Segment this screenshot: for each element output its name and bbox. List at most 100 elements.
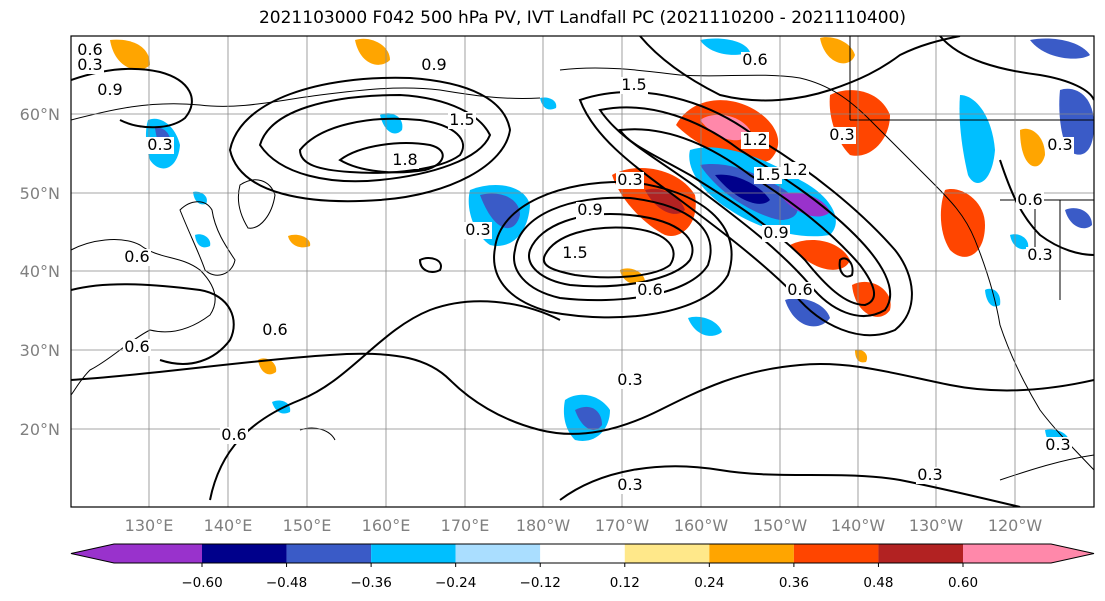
contour-label: 0.6 xyxy=(261,320,289,339)
positive-anomaly-patch xyxy=(288,234,311,248)
svg-text:0.3: 0.3 xyxy=(617,475,642,494)
colorbar-segment xyxy=(540,544,625,563)
positive-anomaly-patch xyxy=(258,358,277,375)
colorbar-segment xyxy=(114,544,202,563)
colorbar-segment xyxy=(793,544,879,563)
longitude-labels: 130°E 140°E 150°E 160°E 170°E 180°W 170°W 160°W… xyxy=(125,516,1043,535)
contour-label: 0.3 xyxy=(1044,435,1072,454)
colorbar-extend-high xyxy=(1051,544,1094,563)
contour-label: 1.5 xyxy=(561,243,589,262)
svg-text:1.5: 1.5 xyxy=(562,243,587,262)
svg-text:1.5: 1.5 xyxy=(449,110,474,129)
colorbar-tick-label: 0.48 xyxy=(863,575,893,591)
longitude-tick-label: 120°W xyxy=(988,516,1043,535)
longitude-tick-label: 150°E xyxy=(283,516,332,535)
svg-text:0.3: 0.3 xyxy=(465,220,490,239)
contour-label: 0.9 xyxy=(420,55,448,74)
longitude-tick-label: 170°W xyxy=(595,516,650,535)
positive-anomaly-patch xyxy=(1020,128,1045,167)
negative-anomaly-patch xyxy=(1065,208,1092,229)
positive-anomaly-patch xyxy=(790,240,850,270)
negative-anomaly-patch xyxy=(780,192,830,217)
svg-text:1.2: 1.2 xyxy=(782,160,807,179)
contour-label: 0.9 xyxy=(762,223,790,242)
negative-anomaly-patch xyxy=(959,95,995,183)
contour-label: 0.3 xyxy=(828,125,856,144)
svg-text:0.3: 0.3 xyxy=(1045,435,1070,454)
longitude-tick-label: 170°E xyxy=(441,516,490,535)
contour-label: 1.2 xyxy=(741,130,769,149)
contour-label: 0.6 xyxy=(1016,190,1044,209)
svg-text:0.9: 0.9 xyxy=(421,55,446,74)
colorbar-segment xyxy=(878,544,963,563)
svg-text:1.5: 1.5 xyxy=(755,165,780,184)
svg-text:0.9: 0.9 xyxy=(97,80,122,99)
negative-anomaly-patch xyxy=(1030,38,1090,59)
pv-contours xyxy=(71,36,1094,507)
latitude-tick-label: 60°N xyxy=(20,105,60,124)
colorbar-outline xyxy=(70,543,1095,564)
contour-label: 1.5 xyxy=(448,110,476,129)
contour-label: 0.9 xyxy=(96,80,124,99)
colorbar-segment xyxy=(371,544,456,563)
svg-text:0.6: 0.6 xyxy=(77,40,102,59)
negative-anomaly-patch xyxy=(540,97,557,110)
longitude-tick-label: 140°E xyxy=(204,516,253,535)
svg-text:0.6: 0.6 xyxy=(124,247,149,266)
contour-labels: 0.90.60.90.60.31.51.81.51.20.30.91.50.30… xyxy=(76,40,1074,494)
svg-text:0.6: 0.6 xyxy=(262,320,287,339)
contour-label: 0.3 xyxy=(76,55,104,74)
pv-shading xyxy=(110,37,1094,452)
contour-label: 1.5 xyxy=(620,75,648,94)
colorbar-tick-label: 0.12 xyxy=(610,575,640,591)
contour-label: 0.6 xyxy=(741,50,769,69)
colorbar-tick-label: 0.60 xyxy=(948,575,978,591)
colorbar-tick-label: −0.48 xyxy=(266,575,307,591)
colorbar-tick-label: 0.36 xyxy=(779,575,809,591)
longitude-tick-label: 140°W xyxy=(831,516,886,535)
longitude-tick-label: 180°W xyxy=(516,516,571,535)
svg-text:0.6: 0.6 xyxy=(787,280,812,299)
contour-label: 0.3 xyxy=(616,170,644,189)
svg-text:0.3: 0.3 xyxy=(147,135,172,154)
latitude-labels: 20°N 30°N 40°N 50°N 60°N xyxy=(20,105,60,439)
negative-anomaly-patch xyxy=(193,191,207,205)
positive-anomaly-patch xyxy=(940,189,985,257)
contour-label: 0.6 xyxy=(636,280,664,299)
positive-anomaly-patch xyxy=(110,39,150,70)
contour-label: 0.9 xyxy=(576,200,604,219)
longitude-tick-label: 150°W xyxy=(753,516,808,535)
colorbar-segment xyxy=(202,544,287,563)
svg-text:0.3: 0.3 xyxy=(1047,135,1072,154)
positive-anomaly-patch xyxy=(852,281,891,317)
colorbar-segment xyxy=(286,544,372,563)
svg-text:0.6: 0.6 xyxy=(637,280,662,299)
contour-label: 0.6 xyxy=(76,40,104,59)
colorbar-tick-label: 0.24 xyxy=(694,575,724,591)
contour-label: 0.3 xyxy=(146,135,174,154)
svg-text:0.9: 0.9 xyxy=(577,200,602,219)
negative-anomaly-patch xyxy=(985,288,1001,307)
contour-label: 0.3 xyxy=(1046,135,1074,154)
contour-label: 0.3 xyxy=(1026,245,1054,264)
contour-label: 1.8 xyxy=(391,150,419,169)
contour-label: 0.6 xyxy=(220,425,248,444)
svg-text:0.3: 0.3 xyxy=(77,55,102,74)
latitude-tick-label: 50°N xyxy=(20,184,60,203)
longitude-tick-label: 160°E xyxy=(362,516,411,535)
svg-text:0.3: 0.3 xyxy=(617,170,642,189)
svg-text:1.5: 1.5 xyxy=(621,75,646,94)
contour-label: 0.3 xyxy=(916,465,944,484)
colorbar-segment xyxy=(624,544,710,563)
latitude-tick-label: 40°N xyxy=(20,262,60,281)
colorbar-segment xyxy=(455,544,541,563)
svg-text:0.6: 0.6 xyxy=(1017,190,1042,209)
map-title: 2021103000 F042 500 hPa PV, IVT Landfall… xyxy=(258,8,906,28)
negative-anomaly-patch xyxy=(700,38,750,55)
longitude-tick-label: 160°W xyxy=(674,516,729,535)
colorbar-segment xyxy=(709,544,794,563)
contour-label: 0.6 xyxy=(123,247,151,266)
contour-label: 0.3 xyxy=(616,370,644,389)
svg-text:0.3: 0.3 xyxy=(617,370,642,389)
